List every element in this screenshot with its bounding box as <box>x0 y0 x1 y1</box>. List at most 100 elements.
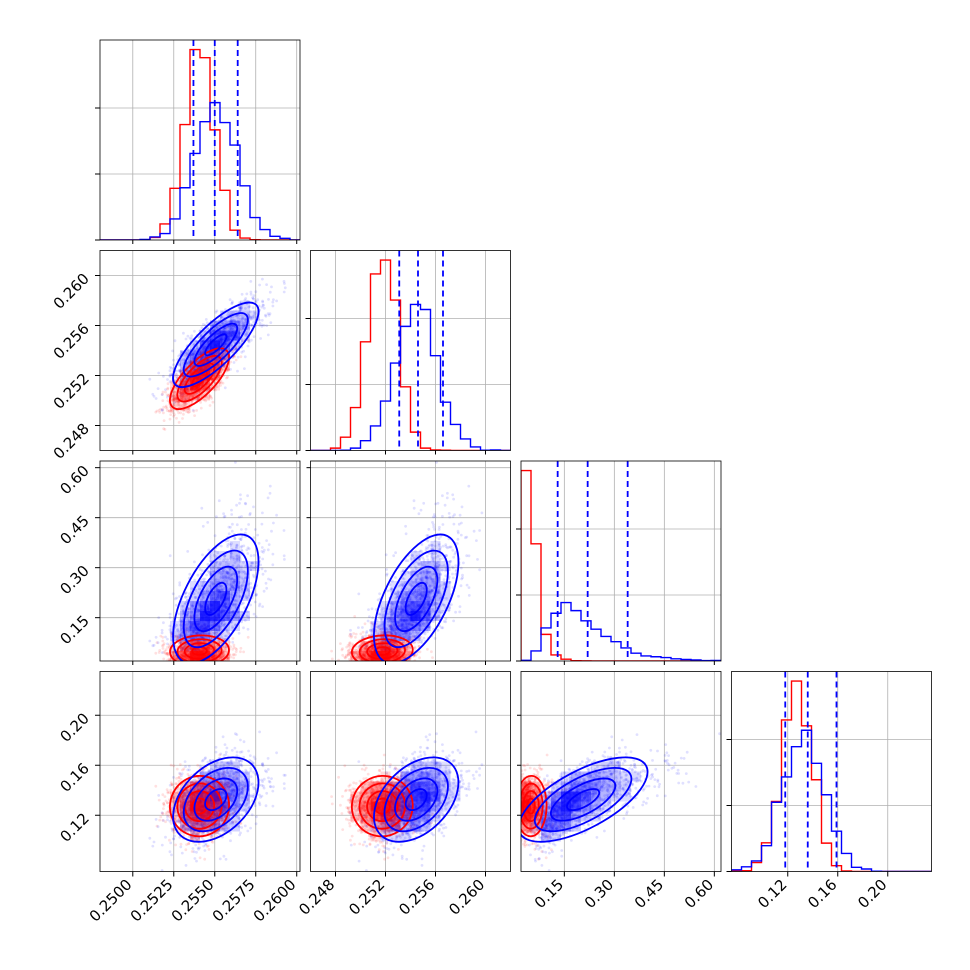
sample-point <box>227 568 231 571</box>
sample-point <box>166 399 170 402</box>
sample-point <box>271 304 275 308</box>
sample-point <box>154 635 158 639</box>
sample-point <box>216 566 220 570</box>
red-density-cell <box>170 400 180 411</box>
sample-point <box>193 348 197 352</box>
sample-point <box>219 656 223 660</box>
sample-point <box>200 506 204 510</box>
sample-point <box>179 633 183 637</box>
sample-point <box>215 659 218 661</box>
sample-point <box>178 641 181 645</box>
sample-point <box>188 394 192 398</box>
sample-point <box>219 587 223 591</box>
sample-point <box>230 593 233 597</box>
sample-point <box>167 409 171 413</box>
sample-point <box>236 320 240 324</box>
sample-point <box>216 551 220 555</box>
sample-point <box>180 648 183 652</box>
sample-point <box>186 397 190 401</box>
sample-point <box>239 585 243 588</box>
sample-point <box>247 313 251 317</box>
sample-point <box>209 646 213 650</box>
sample-point <box>264 313 267 317</box>
sample-point <box>227 325 231 329</box>
sample-point <box>175 657 179 660</box>
sample-point <box>183 396 187 399</box>
sample-point <box>178 369 182 373</box>
sample-point <box>202 579 206 583</box>
sample-point <box>188 336 192 340</box>
sample-point <box>184 629 188 632</box>
sample-point <box>218 584 222 587</box>
sample-point <box>214 654 218 657</box>
sample-point <box>202 398 206 402</box>
sample-point <box>179 390 183 394</box>
sample-point <box>193 329 196 333</box>
sample-point <box>230 320 234 324</box>
sample-point <box>225 571 229 574</box>
sample-point <box>157 651 161 654</box>
sample-point <box>182 392 186 396</box>
sample-point <box>188 358 191 362</box>
sample-point <box>152 394 156 398</box>
sample-point <box>160 408 164 412</box>
sample-point <box>157 616 161 619</box>
sample-point <box>165 393 169 397</box>
sample-point <box>186 649 190 652</box>
sample-point <box>224 649 228 652</box>
sample-point <box>181 397 184 401</box>
sample-point <box>251 561 254 565</box>
sample-point <box>198 588 201 591</box>
sample-point <box>261 300 265 304</box>
sample-point <box>201 323 205 326</box>
sample-point <box>252 505 255 509</box>
sample-point <box>228 542 232 546</box>
sample-point <box>266 496 270 500</box>
sample-point <box>180 653 184 657</box>
sample-point <box>164 404 168 408</box>
sample-point <box>198 662 201 665</box>
sample-point <box>177 612 181 616</box>
sample-point <box>224 661 227 664</box>
sample-point <box>218 658 221 661</box>
sample-point <box>169 640 173 644</box>
sample-point <box>169 372 173 376</box>
sample-point <box>185 363 189 367</box>
sample-point <box>246 546 250 550</box>
sample-point <box>223 579 226 582</box>
sample-point <box>241 322 245 326</box>
sample-point <box>178 394 182 398</box>
sample-point <box>168 373 172 377</box>
sample-point <box>214 372 218 375</box>
sample-point <box>196 618 200 621</box>
sample-point <box>173 390 177 394</box>
sample-point <box>282 554 286 558</box>
sample-point <box>245 614 249 618</box>
sample-point <box>249 280 253 283</box>
sample-point <box>203 337 207 340</box>
sample-point <box>192 342 196 346</box>
sample-point <box>162 657 166 661</box>
sample-point <box>175 403 179 407</box>
sample-point <box>231 647 235 651</box>
sample-point <box>172 397 176 401</box>
sample-point <box>212 654 215 658</box>
sample-point <box>180 620 184 623</box>
sample-point <box>168 369 172 373</box>
sample-point <box>221 654 224 658</box>
sample-point <box>261 557 265 561</box>
sample-point <box>233 578 237 582</box>
sample-point <box>172 654 176 658</box>
sample-point <box>267 298 270 301</box>
sample-point <box>222 649 225 652</box>
red-density-cell <box>220 360 230 371</box>
sample-point <box>243 571 246 574</box>
sample-point <box>166 642 169 646</box>
sample-point <box>229 554 233 557</box>
sample-point <box>185 661 188 664</box>
sample-point <box>182 402 186 406</box>
sample-point <box>237 306 241 310</box>
sample-point <box>164 648 168 651</box>
sample-point <box>262 306 266 310</box>
sample-point <box>243 501 247 505</box>
